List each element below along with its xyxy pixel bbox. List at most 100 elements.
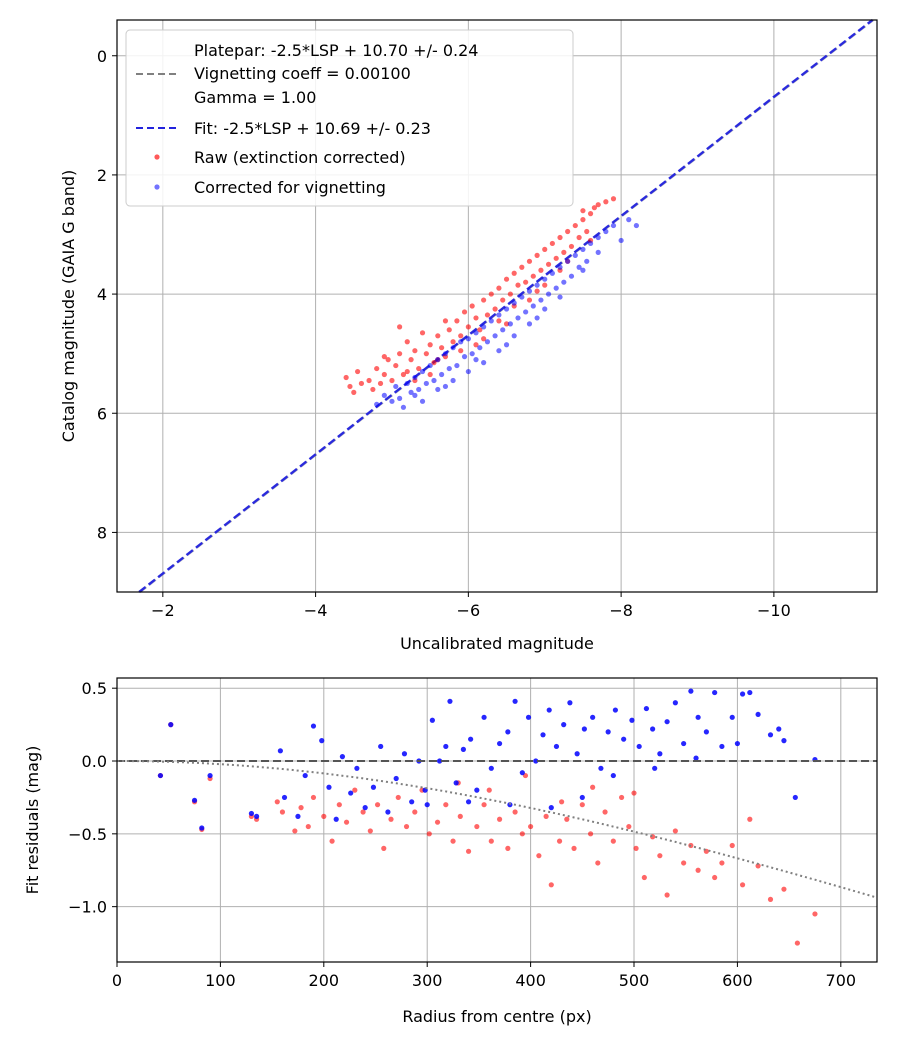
residual-corrected-point xyxy=(191,797,198,803)
raw-point xyxy=(404,339,410,345)
residual-raw-point xyxy=(712,874,718,881)
residual-corrected-point xyxy=(567,700,573,706)
residual-corrected-point xyxy=(621,736,627,742)
residual-raw-point xyxy=(672,828,678,834)
corrected-point xyxy=(549,270,555,276)
corrected-point xyxy=(416,386,422,393)
residual-raw-point xyxy=(664,892,670,898)
corrected-point xyxy=(526,321,533,327)
top-x-tick-label: −2 xyxy=(151,601,175,620)
corrected-point xyxy=(412,374,418,381)
residual-raw-point xyxy=(610,838,616,844)
bottom-plot-frame xyxy=(116,677,878,963)
residual-corrected-point xyxy=(664,719,670,725)
residual-raw-point xyxy=(274,799,280,805)
corrected-point xyxy=(530,303,536,309)
corrected-point xyxy=(473,330,479,336)
residual-corrected-point xyxy=(553,743,560,750)
residual-raw-point xyxy=(559,799,565,805)
corrected-point xyxy=(519,294,525,300)
raw-point xyxy=(377,380,384,387)
residual-raw-point xyxy=(279,809,286,815)
corrected-point xyxy=(511,300,517,306)
residual-corrected-point xyxy=(581,726,587,732)
residual-corrected-point xyxy=(540,732,546,738)
corrected-point xyxy=(450,345,456,351)
corrected-point xyxy=(435,386,441,393)
raw-point xyxy=(526,297,533,303)
raw-point xyxy=(515,282,521,288)
residual-raw-point xyxy=(329,838,335,844)
top-line-fit xyxy=(138,19,874,593)
residual-corrected-point xyxy=(792,794,798,801)
raw-point xyxy=(374,365,380,372)
residual-corrected-point xyxy=(354,765,360,771)
raw-point xyxy=(576,234,582,241)
bottom-x-ticks: 0 100 200 300 400 500 600 700 xyxy=(112,962,856,990)
residual-corrected-point xyxy=(333,816,339,822)
residual-corrected-point xyxy=(481,714,487,720)
raw-point xyxy=(542,282,548,288)
top-y-ticks: 0 2 4 6 8 xyxy=(97,47,117,542)
corrected-point xyxy=(626,217,632,223)
residual-raw-point xyxy=(571,845,577,852)
residual-corrected-point xyxy=(533,758,539,764)
corrected-point xyxy=(397,395,403,401)
bottom-x-tick-label: 400 xyxy=(515,971,546,990)
residual-raw-point xyxy=(681,860,687,866)
residual-corrected-point xyxy=(729,714,735,720)
legend-box xyxy=(125,29,574,207)
corrected-point xyxy=(488,318,494,324)
bottom-x-tick-label: 300 xyxy=(412,971,443,990)
raw-point xyxy=(488,291,494,297)
residual-corrected-point xyxy=(681,740,687,747)
residual-corrected-point xyxy=(447,698,453,704)
corrected-point xyxy=(507,321,513,327)
corrected-point xyxy=(557,294,563,300)
top-x-axis-label: Uncalibrated magnitude xyxy=(400,634,594,653)
corrected-point xyxy=(381,392,387,398)
raw-point xyxy=(477,327,483,333)
residual-raw-point xyxy=(298,805,304,811)
legend-vignetting: Vignetting coeff = 0.00100 xyxy=(194,64,411,83)
raw-point xyxy=(461,309,468,315)
raw-point xyxy=(355,368,361,375)
residual-raw-point xyxy=(812,911,818,917)
corrected-point xyxy=(553,285,559,291)
residual-corrected-point xyxy=(605,729,611,735)
corrected-point xyxy=(538,297,544,303)
top-y-tick-label: 8 xyxy=(97,523,107,542)
corrected-point xyxy=(431,377,437,384)
residual-corrected-point xyxy=(310,723,317,729)
residual-corrected-point xyxy=(598,765,604,771)
residual-corrected-point xyxy=(525,714,532,720)
raw-point xyxy=(412,348,418,354)
corrected-point xyxy=(561,279,567,285)
residual-raw-point xyxy=(781,886,787,892)
residual-corrected-point xyxy=(348,790,354,796)
bottom-plot-panel: 0 100 200 300 400 500 600 700 0.5 0.0 −0.5 −1.0 Ra… xyxy=(23,677,878,1026)
residual-raw-point xyxy=(450,838,456,844)
legend-platepar: Platepar: -2.5*LSP + 10.70 +/- 0.24 xyxy=(194,41,478,60)
residual-corrected-point xyxy=(429,717,435,723)
corrected-point xyxy=(587,240,594,247)
raw-point xyxy=(446,327,452,333)
raw-point xyxy=(442,318,449,324)
corrected-point xyxy=(496,348,502,354)
corrected-point xyxy=(526,288,533,294)
raw-point xyxy=(523,279,529,285)
residual-corrected-point xyxy=(281,794,288,801)
corrected-point xyxy=(465,336,471,342)
corrected-point xyxy=(450,377,456,384)
residual-corrected-point xyxy=(488,765,494,771)
corrected-point xyxy=(419,398,426,404)
corrected-point xyxy=(633,222,639,229)
residual-raw-point xyxy=(336,802,342,808)
corrected-point xyxy=(435,357,441,363)
corrected-point xyxy=(523,309,529,315)
corrected-point xyxy=(442,383,449,390)
residual-raw-point xyxy=(360,809,366,815)
raw-point xyxy=(565,228,571,235)
residual-corrected-point xyxy=(546,707,552,713)
